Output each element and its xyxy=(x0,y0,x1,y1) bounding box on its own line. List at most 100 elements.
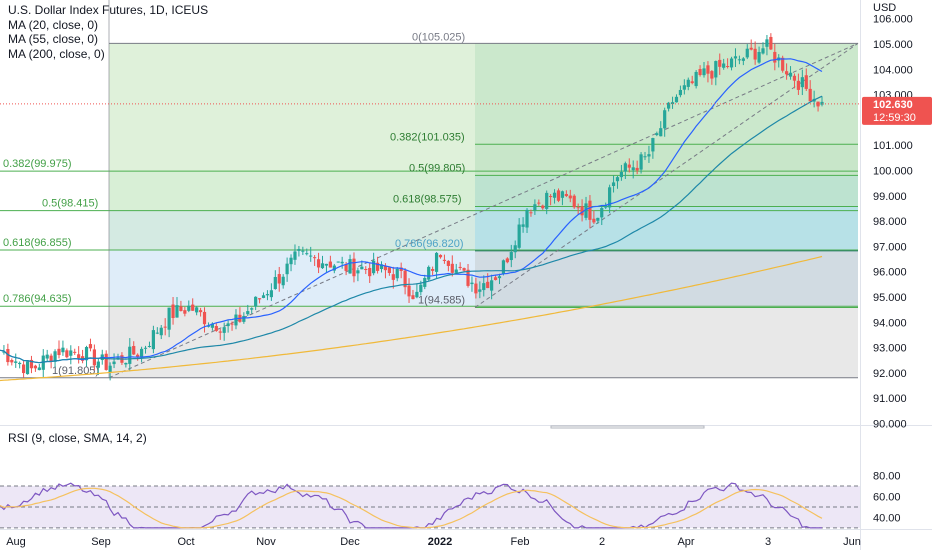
price-tick-label: 105.000 xyxy=(873,39,913,51)
candle-body xyxy=(18,362,22,365)
candle-body xyxy=(356,270,360,274)
candle-body xyxy=(379,264,384,270)
candle-body xyxy=(198,310,203,313)
candle-body xyxy=(297,249,301,251)
candle-body xyxy=(635,167,639,171)
candle-body xyxy=(690,81,694,84)
candle-body xyxy=(792,75,797,81)
time-axis-label: Aug xyxy=(6,536,26,548)
candle-body xyxy=(104,353,108,370)
price-tick-label: 101.000 xyxy=(873,140,913,152)
candle-body xyxy=(737,59,742,61)
candle-body xyxy=(336,261,340,263)
fib-zone-right xyxy=(475,144,858,176)
candle-body xyxy=(6,349,10,363)
candle-body xyxy=(450,263,454,273)
candle-body xyxy=(352,258,356,277)
candle-body xyxy=(729,58,734,68)
time-axis-label: Oct xyxy=(177,536,194,548)
candle-body xyxy=(53,351,57,362)
fib-zone-right xyxy=(475,206,858,251)
candle-body xyxy=(415,291,419,298)
rsi-tick-label: 40.00 xyxy=(873,512,901,524)
candle-body xyxy=(73,351,77,353)
candle-body xyxy=(808,88,812,102)
candle-body xyxy=(427,266,431,280)
candle-body xyxy=(195,307,199,313)
rsi-tick-label: 80.00 xyxy=(873,471,901,483)
candle-body xyxy=(344,264,348,271)
candle-body xyxy=(25,361,30,375)
indicator-ma20[interactable]: MA (20, close, 0) xyxy=(8,17,99,32)
candle-body xyxy=(309,255,313,257)
candle-body xyxy=(332,265,336,271)
ma200-line xyxy=(0,255,823,382)
candle-body xyxy=(289,257,293,265)
time-axis-label: Nov xyxy=(256,536,276,548)
indicator-ma200[interactable]: MA (200, close, 0) xyxy=(8,46,105,61)
candle-body xyxy=(785,71,789,75)
candle-body xyxy=(501,260,506,274)
candle-body xyxy=(419,284,423,293)
pane-resize-handle[interactable] xyxy=(550,425,705,429)
indicator-ma55[interactable]: MA (55, close, 0) xyxy=(8,32,99,46)
candle-body xyxy=(745,48,749,58)
price-tick-label: 93.000 xyxy=(873,343,907,355)
fib-zone-right xyxy=(475,250,858,308)
ma20-line xyxy=(0,58,823,364)
candle-body xyxy=(285,263,289,275)
price-badge xyxy=(862,96,932,125)
candle-body xyxy=(639,154,643,170)
candle-body xyxy=(434,252,439,272)
candle-body xyxy=(210,323,214,328)
candle-body xyxy=(179,306,183,311)
candle-body xyxy=(175,305,179,318)
candle-body xyxy=(647,154,651,157)
candle-body xyxy=(442,259,447,261)
price-tick-label: 98.000 xyxy=(873,216,907,228)
candle-body xyxy=(360,266,364,270)
candle-body xyxy=(10,359,14,363)
candle-body xyxy=(493,277,498,280)
candle-body xyxy=(663,110,667,129)
candle-body xyxy=(458,266,462,268)
candle-body xyxy=(753,48,757,60)
candle-body xyxy=(163,326,167,328)
candle-body xyxy=(230,323,234,325)
candle-body xyxy=(403,270,407,288)
chart-title[interactable]: U.S. Dollar Index Futures, 1D, ICEUS xyxy=(8,3,209,17)
candle-body xyxy=(77,354,81,359)
candle-body xyxy=(155,332,159,334)
price-tick-label: 106.000 xyxy=(873,14,913,26)
candle-body xyxy=(529,212,533,214)
candle-body xyxy=(517,224,521,248)
candle-body xyxy=(143,347,148,349)
candle-body xyxy=(600,208,604,218)
price-tick-label: 91.000 xyxy=(873,393,907,405)
candle-body xyxy=(765,39,769,47)
candle-body xyxy=(96,361,100,368)
candle-body xyxy=(537,202,541,204)
candle-body xyxy=(757,51,761,63)
candle-body xyxy=(29,359,34,369)
candle-body xyxy=(678,89,683,96)
currency-label: USD xyxy=(873,2,896,14)
candle-body xyxy=(254,296,258,307)
rsi-legend[interactable]: RSI (9, close, SMA, 14, 2) xyxy=(8,431,147,445)
candle-body xyxy=(57,348,61,356)
candle-body xyxy=(470,282,474,285)
candle-body xyxy=(273,276,277,289)
candle-body xyxy=(88,344,93,349)
candle-body xyxy=(124,362,128,365)
candle-body xyxy=(643,156,647,158)
candle-body xyxy=(588,200,592,220)
candle-body xyxy=(490,280,494,291)
candle-body xyxy=(265,294,270,296)
candle-body xyxy=(281,276,285,286)
candle-body xyxy=(21,364,26,374)
time-axis-label: 2 xyxy=(599,536,605,548)
candle-body xyxy=(788,72,793,77)
candle-body xyxy=(682,85,686,90)
